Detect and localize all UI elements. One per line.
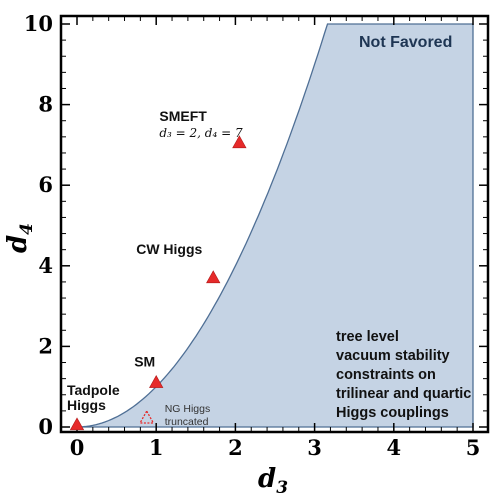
region-boundary-curve xyxy=(76,23,474,428)
constraint-note-line: constraints on xyxy=(336,367,436,383)
x-tick-label: 3 xyxy=(307,435,322,460)
constraint-note: tree level vacuum stability constraints on… xyxy=(336,329,471,421)
not-favored-region xyxy=(77,24,473,427)
x-tick-label: 1 xyxy=(149,435,164,460)
x-tick-label: 2 xyxy=(228,435,243,460)
point-label: Higgs xyxy=(67,397,106,413)
y-tick-label: 8 xyxy=(38,92,53,117)
data-point xyxy=(149,375,164,388)
point-label: NG Higgs xyxy=(165,403,211,415)
region-label: Not Favored xyxy=(359,34,452,51)
data-point xyxy=(206,270,221,284)
not-favored-region-layer xyxy=(76,23,474,428)
y-tick-label: 10 xyxy=(24,11,53,36)
data-point xyxy=(69,417,85,431)
constraint-note-line: vacuum stability xyxy=(336,348,450,364)
constraint-note-line: Higgs couplings xyxy=(336,405,449,421)
tick-labels: 0 1 2 3 4 5 0 2 4 6 8 10 xyxy=(24,11,481,460)
point-label: CW Higgs xyxy=(136,241,202,257)
x-tick-label: 0 xyxy=(70,435,85,460)
plot-frame xyxy=(59,14,490,434)
constraint-note-line: trilinear and quartic xyxy=(336,386,471,402)
axis-ticks xyxy=(61,16,488,432)
data-points xyxy=(69,135,247,431)
y-tick-label: 2 xyxy=(38,333,53,358)
x-tick-label: 5 xyxy=(466,435,481,460)
y-axis-label: d4 xyxy=(3,223,37,253)
plot-frame-rect xyxy=(59,14,490,434)
point-label: SM xyxy=(134,354,155,370)
y-tick-label: 0 xyxy=(38,414,53,439)
point-label: SMEFT xyxy=(159,108,207,124)
data-point xyxy=(232,135,247,149)
x-axis-label: d3 xyxy=(258,464,288,498)
constraint-note-line: tree level xyxy=(336,329,399,345)
y-tick-label: 6 xyxy=(38,172,53,197)
point-label: Tadpole xyxy=(67,382,120,398)
x-tick-label: 4 xyxy=(386,435,401,460)
y-tick-label: 4 xyxy=(38,253,53,278)
point-label: truncated xyxy=(165,416,209,428)
point-sublabel: d₃ = 2, d₄ = 7 xyxy=(159,126,243,140)
